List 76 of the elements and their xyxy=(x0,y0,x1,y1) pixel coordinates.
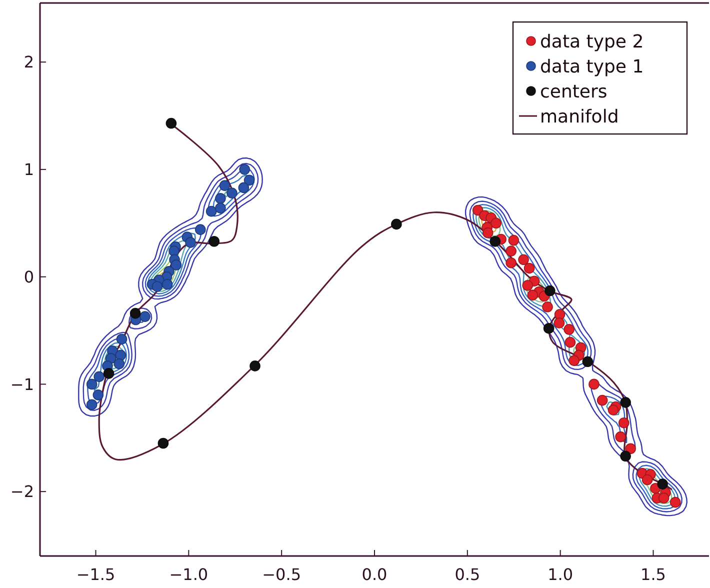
point xyxy=(244,174,255,186)
x-tick-label: 1.5 xyxy=(640,565,666,584)
point xyxy=(226,188,238,198)
point xyxy=(158,438,169,449)
x-tick-label: 0.0 xyxy=(362,565,388,584)
legend-label: data type 1 xyxy=(540,56,644,78)
point xyxy=(86,378,98,390)
point xyxy=(490,236,501,247)
point xyxy=(544,285,556,296)
point xyxy=(564,336,576,348)
legend-label: manifold xyxy=(540,106,619,128)
point xyxy=(527,290,538,300)
point xyxy=(620,397,631,408)
point xyxy=(170,260,182,270)
x-tick-label: 1.0 xyxy=(548,565,574,584)
point xyxy=(92,390,104,400)
point xyxy=(208,236,220,247)
y-tick-label: 0 xyxy=(24,267,34,286)
point xyxy=(94,371,104,382)
point xyxy=(588,378,600,390)
point xyxy=(114,358,125,370)
point xyxy=(185,237,196,248)
point xyxy=(543,322,554,334)
y-tick-label: 2 xyxy=(24,52,34,72)
point xyxy=(391,218,402,230)
point xyxy=(620,450,631,462)
legend-label: centers xyxy=(540,81,608,102)
point xyxy=(508,234,520,246)
point xyxy=(506,246,516,256)
point xyxy=(115,350,126,361)
point xyxy=(250,360,260,372)
point xyxy=(482,227,494,238)
point xyxy=(490,218,502,229)
y-tick-label: −2 xyxy=(10,482,34,502)
point xyxy=(608,404,619,416)
y-tick-label: 1 xyxy=(24,160,34,180)
point xyxy=(522,280,534,291)
point xyxy=(206,206,217,217)
point xyxy=(542,301,553,312)
point xyxy=(642,474,653,486)
point xyxy=(670,496,681,508)
point xyxy=(168,246,180,256)
point xyxy=(472,204,484,216)
point xyxy=(596,394,608,406)
point xyxy=(238,182,250,194)
legend-label: data type 2 xyxy=(540,31,644,52)
point xyxy=(568,355,580,366)
x-tick-label: 0.5 xyxy=(454,565,480,584)
point xyxy=(152,281,163,292)
point xyxy=(615,431,626,442)
point xyxy=(518,254,529,266)
point xyxy=(618,417,630,428)
point xyxy=(162,278,173,290)
point xyxy=(215,202,226,214)
point xyxy=(554,318,565,328)
y-tick-label: −1 xyxy=(10,374,34,394)
point xyxy=(506,257,516,268)
point xyxy=(130,308,141,319)
point xyxy=(140,311,150,322)
point xyxy=(582,356,594,368)
point xyxy=(219,180,230,191)
x-tick-label: −0.5 xyxy=(262,565,302,584)
point xyxy=(625,443,636,454)
point xyxy=(86,399,98,410)
x-tick-label: −1.5 xyxy=(76,565,116,584)
point xyxy=(103,368,114,379)
point xyxy=(166,118,177,129)
point xyxy=(194,224,206,235)
point xyxy=(116,334,128,344)
x-tick-label: −1.0 xyxy=(169,565,208,584)
point xyxy=(524,262,535,274)
point xyxy=(239,164,250,175)
point xyxy=(564,324,574,335)
point xyxy=(657,478,668,490)
point xyxy=(215,193,226,204)
point xyxy=(658,492,670,504)
